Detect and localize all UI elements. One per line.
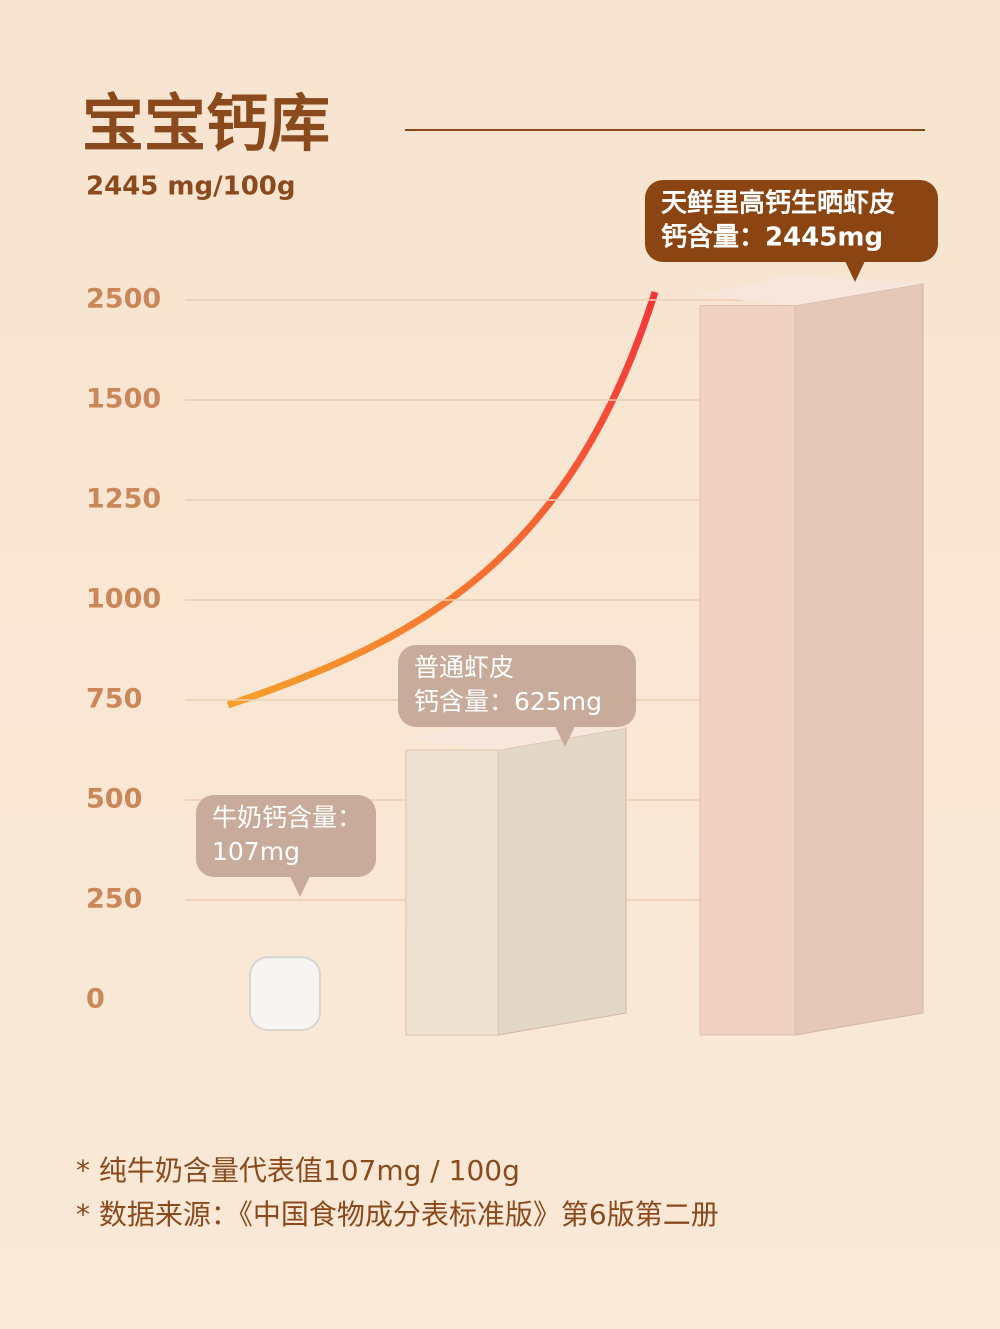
callout: [645, 180, 938, 262]
y-tick-label: 1250: [86, 484, 161, 515]
chart-title: 宝宝钙库: [82, 87, 330, 160]
y-tick-label: 2500: [86, 284, 161, 315]
plot: 0 250 500 750 1000 1250 1500 2500 牛奶钙含量： 107mg 普通虾…: [86, 180, 938, 1036]
callout: [398, 645, 636, 727]
value-label: 天鲜里高钙生晒虾皮: [661, 188, 895, 219]
callout-tail: [290, 876, 310, 897]
bar: [249, 956, 321, 1032]
bar: [405, 749, 499, 1036]
y-tick-label: 0: [86, 984, 105, 1015]
chart-subtitle: 2445 mg/100g: [86, 172, 296, 202]
callout: [196, 795, 376, 877]
bar-side: [794, 282, 924, 1036]
y-tick-label: 250: [86, 884, 142, 915]
callout-tail: [845, 261, 865, 282]
y-tick-label: 1000: [86, 584, 161, 615]
y-tick-label: 1500: [86, 384, 161, 415]
y-tick-label: 750: [86, 684, 142, 715]
value-label: 钙含量：625mg: [414, 687, 602, 716]
value-label: 钙含量：2445mg: [661, 222, 883, 253]
value-label: 普通虾皮: [414, 653, 514, 682]
bar: [699, 305, 796, 1036]
trend-curve: [226, 290, 659, 709]
value-label: 107mg: [212, 837, 300, 866]
value-label: 牛奶钙含量：: [212, 803, 362, 832]
footnote: * 数据来源：《中国食物成分表标准版》第6版第二册: [76, 1198, 719, 1231]
y-tick-label: 500: [86, 784, 142, 815]
footnote: * 纯牛奶含量代表值107mg / 100g: [76, 1154, 520, 1187]
bar-side: [497, 727, 627, 1036]
bar-top: [700, 275, 923, 306]
callout-tail: [555, 726, 575, 747]
